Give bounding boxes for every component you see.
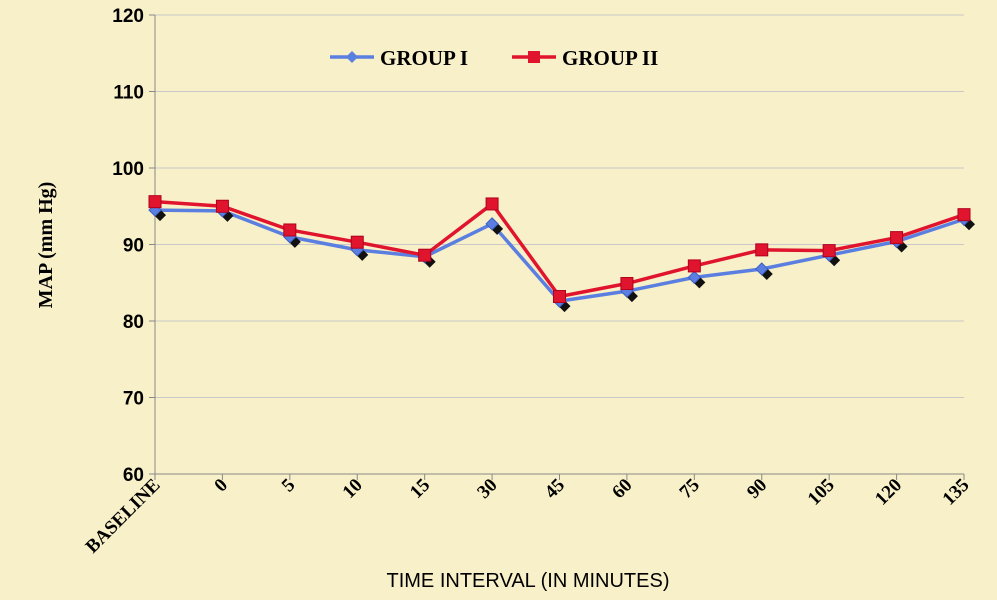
legend-label: GROUP I xyxy=(380,46,468,70)
data-point xyxy=(620,277,634,291)
y-axis-ticks: 60 70 80 90 100 110 120 xyxy=(112,6,144,486)
data-point xyxy=(350,235,364,249)
data-point xyxy=(215,199,229,213)
data-point xyxy=(485,197,499,211)
series-2 xyxy=(148,195,971,304)
legend-label: GROUP II xyxy=(562,46,658,70)
y-tick-label: 60 xyxy=(123,465,144,486)
y-tick-label: 90 xyxy=(123,236,144,257)
legend: GROUP I GROUP II xyxy=(330,46,658,70)
data-point xyxy=(148,195,162,209)
data-point xyxy=(822,244,836,258)
y-axis-label: MAP (mm Hg) xyxy=(35,182,57,309)
gridlines xyxy=(155,14,964,398)
data-point xyxy=(418,248,432,262)
y-tick-label: 80 xyxy=(123,312,144,333)
y-tick-label: 100 xyxy=(112,159,144,180)
data-point xyxy=(687,270,702,285)
data-point xyxy=(283,223,297,237)
point-shadow xyxy=(423,255,436,268)
axes xyxy=(149,14,965,480)
legend-entry-1: GROUP I xyxy=(330,46,468,70)
legend-entry-2: GROUP II xyxy=(512,46,658,70)
legend-marker xyxy=(346,51,358,63)
data-point xyxy=(755,243,769,257)
data-point xyxy=(485,217,499,231)
data-point xyxy=(755,262,769,276)
data-point xyxy=(890,231,904,245)
y-tick-label: 120 xyxy=(112,6,144,27)
data-point xyxy=(957,208,971,222)
x-axis-label: TIME INTERVAL (IN MINUTES) xyxy=(387,570,670,592)
legend-marker xyxy=(528,51,540,63)
data-point xyxy=(687,259,701,273)
y-tick-label: 110 xyxy=(113,83,144,104)
data-point xyxy=(553,290,566,304)
y-tick-label: 70 xyxy=(123,389,144,410)
series xyxy=(148,195,975,313)
